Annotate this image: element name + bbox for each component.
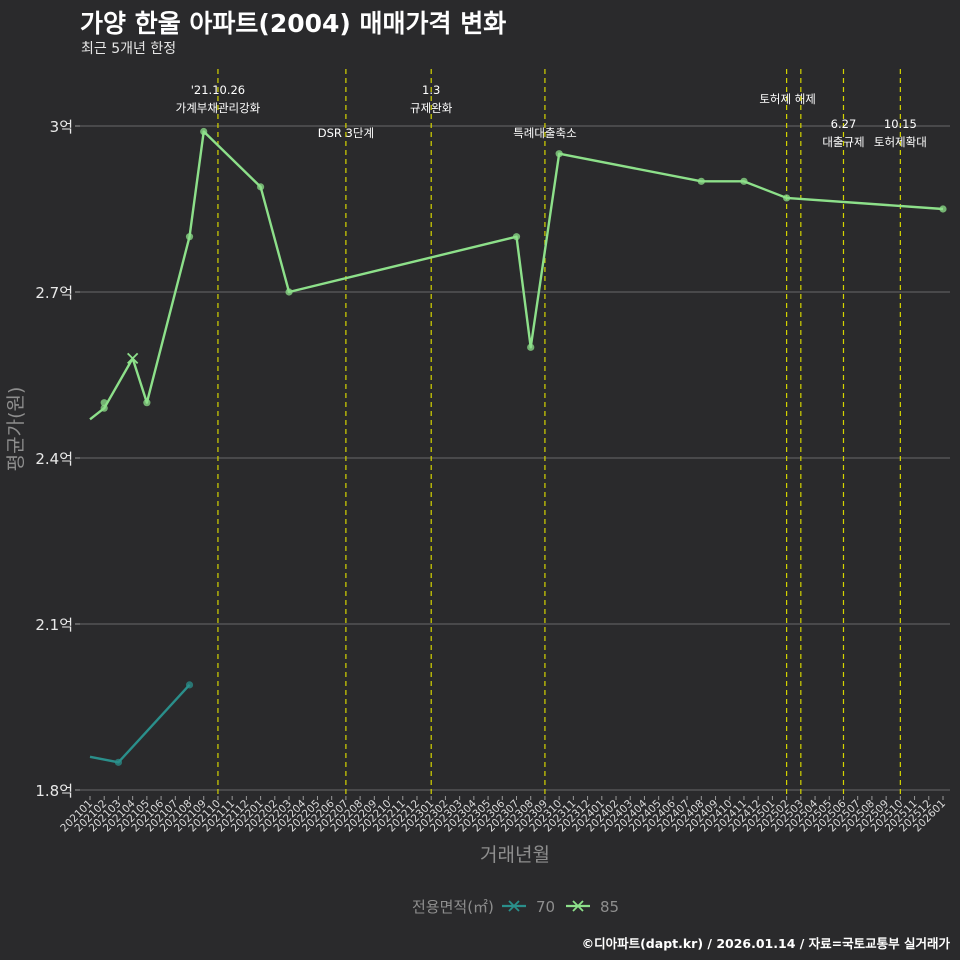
data-point-85 — [939, 205, 947, 213]
data-point-85 — [697, 177, 705, 185]
event-label: 토허제 해제 — [759, 92, 816, 106]
y-tick-label: 1.8억 — [35, 782, 73, 800]
x-axis-title: 거래년월 — [480, 844, 550, 866]
legend-title: 전용면적(㎡) — [412, 898, 494, 916]
data-point-85 — [527, 343, 535, 351]
data-point-85 — [555, 150, 563, 158]
y-tick-label: 2.1억 — [35, 616, 73, 634]
data-point-85 — [285, 288, 293, 296]
chart-title: 가양 한울 아파트(2004) 매매가격 변화 — [80, 9, 507, 38]
event-label: 토허제확대 — [874, 135, 927, 149]
data-point-85 — [185, 233, 194, 241]
event-label: 가계부채관리강화 — [176, 101, 261, 115]
event-label: 규제완화 — [410, 101, 453, 115]
chart-caption: ©디아파트(dapt.kr) / 2026.01.14 / 자료=국토교통부 실… — [581, 936, 950, 951]
data-point-85 — [143, 399, 151, 407]
event-label: 6.27 — [831, 117, 857, 131]
data-point-85 — [257, 183, 265, 191]
data-point-85 — [512, 233, 521, 241]
chart-subtitle: 최근 5개년 한정 — [81, 41, 177, 57]
y-tick-label: 3억 — [50, 118, 73, 136]
data-point-85 — [100, 399, 108, 407]
event-label: 대출규제 — [822, 135, 864, 149]
event-label: 특례대출축소 — [513, 126, 576, 140]
data-point-70 — [185, 681, 194, 689]
legend-key-cross — [508, 900, 520, 912]
data-cross-85 — [127, 352, 139, 365]
data-point-85 — [100, 404, 108, 412]
legend-label: 85 — [600, 898, 619, 916]
data-point-85 — [783, 194, 791, 202]
y-tick-label: 2.4억 — [35, 450, 73, 468]
series-line-70 — [89, 684, 191, 764]
event-label: 10.15 — [884, 117, 917, 131]
legend-key-cross — [572, 900, 584, 912]
event-label: 1.3 — [422, 83, 440, 97]
legend-label: 70 — [536, 898, 555, 916]
event-label: DSR 3단계 — [318, 126, 374, 140]
y-axis-title: 평균가(원) — [5, 387, 27, 472]
data-point-85 — [740, 177, 748, 185]
y-tick-label: 2.7억 — [35, 284, 73, 302]
data-point-85 — [200, 127, 208, 136]
data-point-70 — [114, 758, 123, 766]
event-label: '21.10.26 — [191, 83, 245, 97]
